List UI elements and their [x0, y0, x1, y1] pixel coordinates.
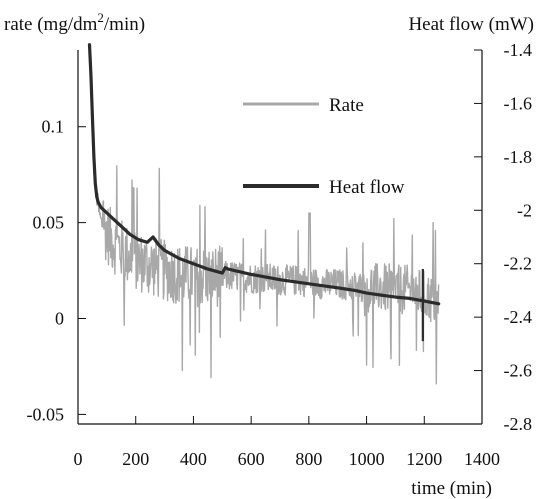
right-tick-label: -2.2	[504, 254, 533, 274]
x-tick-label: 1400	[464, 449, 500, 469]
right-tick-label: -1.4	[504, 40, 533, 60]
right-tick-label: -1.6	[504, 93, 533, 113]
x-tick-label: 400	[180, 449, 207, 469]
left-tick-label: -0.05	[27, 404, 65, 424]
x-tick-label: 200	[122, 449, 149, 469]
right-tick-label: -2.8	[504, 414, 533, 434]
left-axis-label-tail: /min)	[104, 14, 145, 35]
right-tick-label: -2.4	[504, 307, 533, 327]
x-tick-label: 0	[74, 449, 83, 469]
x-axis-label: time (min)	[411, 478, 492, 499]
legend-label-rate: Rate	[329, 95, 364, 116]
series-layer	[87, 43, 441, 385]
x-tick-label: 1200	[406, 449, 442, 469]
legend: Rate Heat flow	[243, 95, 405, 198]
x-tick-label: 800	[295, 449, 322, 469]
legend-label-heat-flow: Heat flow	[329, 177, 405, 198]
x-tick-label: 600	[238, 449, 265, 469]
right-tick-label: -2	[517, 200, 532, 220]
right-tick-label: -1.8	[504, 147, 533, 167]
axes-layer: 0 200 400 600 800 1000 1200 1400 -0.05 0 0.05 0.1 -2…	[27, 40, 533, 469]
series-line-rate	[88, 46, 440, 385]
left-tick-label: 0.05	[33, 213, 65, 233]
left-tick-label: 0.1	[42, 117, 65, 137]
right-axis-label: Heat flow (mW)	[408, 14, 534, 35]
left-tick-label: 0	[55, 309, 64, 329]
right-tick-label: -2.6	[504, 361, 533, 381]
left-axis-label-main: rate (mg/dm	[4, 14, 98, 35]
series-line-heat-flow	[87, 43, 441, 306]
x-tick-label: 1000	[349, 449, 385, 469]
left-axis-label: rate (mg/dm2/min)	[4, 10, 145, 35]
left-axis-label-sup: 2	[97, 10, 104, 25]
